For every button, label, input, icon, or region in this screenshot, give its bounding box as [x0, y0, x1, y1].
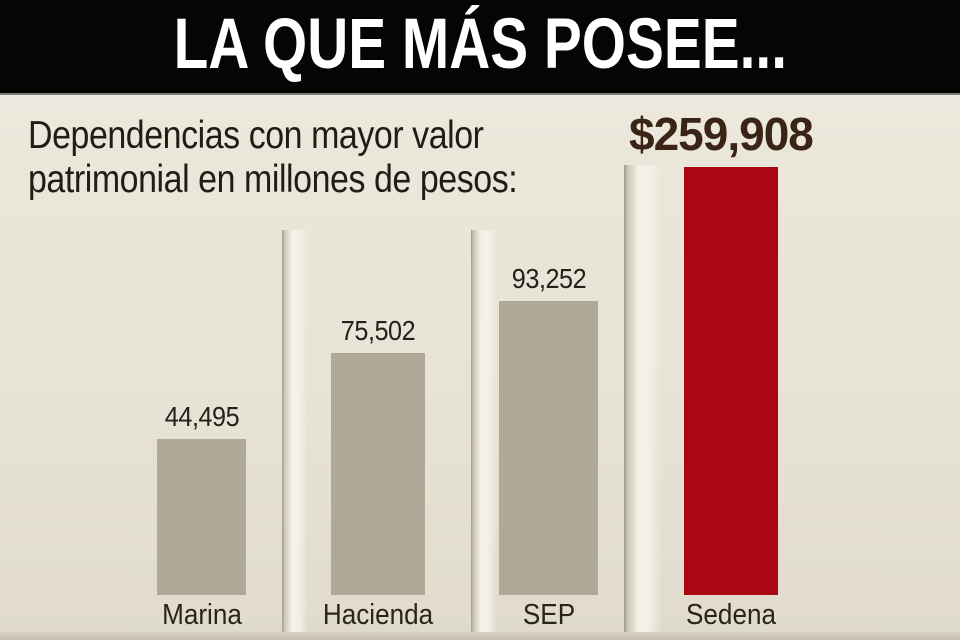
subtitle-line-1: Dependencias con mayor valor — [28, 114, 484, 157]
value-label-hacienda: 75,502 — [340, 315, 416, 346]
bar-hacienda — [331, 353, 425, 595]
header-bar: LA QUE MÁS POSEE... — [0, 0, 960, 93]
bar-sep — [499, 301, 598, 595]
chart-subtitle: Dependencias con mayor valor patrimonial… — [28, 114, 518, 202]
category-label-marina: Marina — [161, 599, 242, 631]
header-divider — [0, 93, 960, 95]
highlight-value: $259,908 — [629, 108, 814, 160]
category-label-hacienda: Hacienda — [322, 599, 434, 631]
column-stripe-2 — [471, 230, 497, 640]
bar-sedena — [684, 167, 778, 595]
bottom-shadow — [0, 632, 960, 640]
column-stripe-1 — [282, 230, 308, 640]
value-label-sep: 93,252 — [511, 263, 586, 294]
subtitle-line-2: patrimonial en millones de pesos: — [28, 158, 518, 201]
category-label-sep: SEP — [522, 599, 575, 631]
column-stripe-3 — [624, 165, 662, 640]
value-label-marina: 44,495 — [164, 401, 239, 432]
category-label-sedena: Sedena — [686, 599, 776, 631]
bar-marina — [157, 439, 246, 595]
headline: LA QUE MÁS POSEE... — [173, 5, 787, 84]
